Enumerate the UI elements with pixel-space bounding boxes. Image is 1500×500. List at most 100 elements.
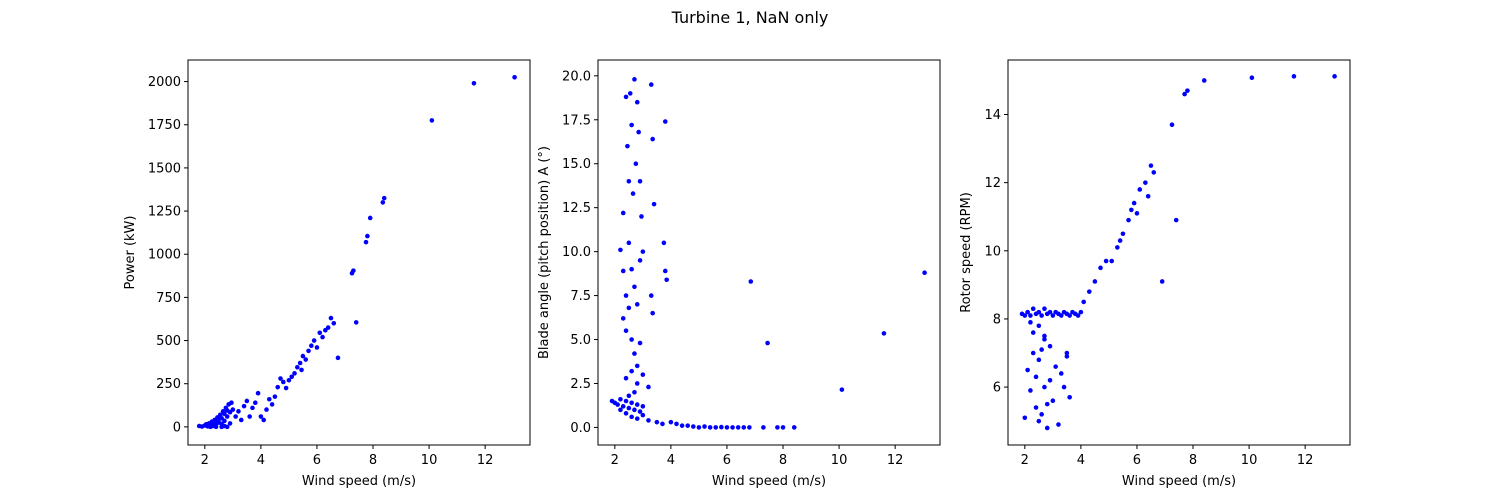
scatter-point [224,408,230,413]
scatter-point [634,416,640,421]
scatter-point [775,425,780,430]
scatter-point [637,409,643,414]
x-tick-label: 6 [723,453,731,468]
scatter-point [1022,313,1028,318]
scatter-point [1036,357,1042,363]
scatter-point [331,320,337,326]
blade-angle-subplot: 2 4 6 8 10 12 0.0 2.5 5.0 7.5 10.0 12.5 15.0 17.5 20.0… [537,59,941,489]
scatter-point [229,400,234,406]
y-tick-label: 500 [156,334,181,349]
rotor-speed-points [1019,74,1337,431]
scatter-point [1050,398,1056,404]
scatter-point [627,91,633,96]
y-tick-label: 1250 [148,205,181,220]
scatter-point [640,404,646,409]
scatter-point [1291,74,1297,79]
scatter-point [1042,333,1047,339]
y-tick-label: 7.5 [570,289,591,304]
scatter-point [278,376,283,381]
scatter-point [634,302,640,307]
x-tick-label: 2 [611,453,619,468]
scatter-point [623,293,629,298]
scatter-point [283,385,289,391]
y-tick-label: 12.5 [562,201,591,216]
rotor-speed-subplot: 2 4 6 8 10 12 6 8 10 12 14 Wind speed (m/s) Rotor sp… [959,59,1351,489]
scatter-point [1058,313,1064,318]
scatter-point [255,390,261,396]
scatter-point [696,425,702,430]
scatter-point [241,403,247,409]
scatter-point [272,394,278,399]
scatter-point [636,129,641,135]
scatter-point [640,372,646,377]
scatter-point [213,419,219,425]
scatter-point [685,423,691,428]
scatter-point [1044,425,1050,431]
scatter-point [761,425,766,430]
scatter-point [1030,330,1036,335]
scatter-point [1033,374,1039,380]
scatter-point [679,423,685,428]
scatter-point [335,355,341,361]
scatter-point [275,384,281,390]
scatter-point [1117,238,1123,243]
scatter-point [1028,320,1033,325]
scatter-point [353,320,359,325]
scatter-point [741,425,747,430]
scatter-point [646,418,651,423]
scatter-point [328,315,334,321]
y-tick-label: 10.0 [562,245,591,260]
x-tick-label: 6 [1133,453,1141,468]
scatter-point [620,268,626,274]
scatter-point [289,374,295,380]
rotor-speed-y-axis-label: Rotor speed (RPM) [959,192,974,313]
scatter-point [620,404,626,409]
scatter-point [620,316,626,321]
scatter-point [1025,309,1030,315]
rotor-speed-x-axis-label: Wind speed (m/s) [1122,474,1236,489]
scatter-point [363,239,369,245]
scatter-point [1039,347,1044,352]
scatter-point [320,334,325,340]
x-tick-label: 8 [369,453,377,468]
scatter-point [707,425,713,430]
scatter-point [222,423,227,429]
x-tick-label: 10 [421,453,438,468]
y-tick-label: 0.0 [570,421,591,436]
y-tick-label: 2.5 [570,377,591,392]
scatter-point [664,277,669,283]
scatter-point [713,425,719,430]
blade-angle-x-axis-label: Wind speed (m/s) [712,474,826,489]
scatter-point [618,247,623,253]
scatter-point [629,400,634,406]
scatter-point [261,417,266,423]
y-tick-label: 20.0 [562,69,591,84]
scatter-point [674,421,679,427]
scatter-point [748,279,754,284]
scatter-point [648,293,654,298]
scatter-point [1134,211,1140,216]
scatter-point [1120,231,1126,237]
y-tick-label: 1000 [148,248,181,263]
scatter-point [623,375,629,381]
scatter-point [1022,415,1028,421]
x-tick-label: 4 [1077,453,1085,468]
y-tick-label: 8 [993,312,1001,327]
scatter-point [1148,163,1154,168]
scatter-point [730,425,735,430]
scatter-point [634,402,640,407]
scatter-point [1086,289,1092,294]
y-tick-label: 15.0 [562,157,591,172]
scatter-point [292,371,297,376]
blade-angle-points [609,77,927,430]
power-subplot: 2 4 6 8 10 12 0 250 500 750 1000 1250 1500 1750 2000 Wi… [123,59,531,489]
scatter-point [651,201,657,207]
scatter-point [1036,323,1042,329]
scatter-point [629,414,634,420]
y-tick-label: 1500 [148,161,181,176]
scatter-point [629,368,634,374]
scatter-point [1081,299,1086,305]
scatter-point [735,425,741,430]
scatter-point [719,424,724,430]
x-tick-label: 6 [313,453,321,468]
